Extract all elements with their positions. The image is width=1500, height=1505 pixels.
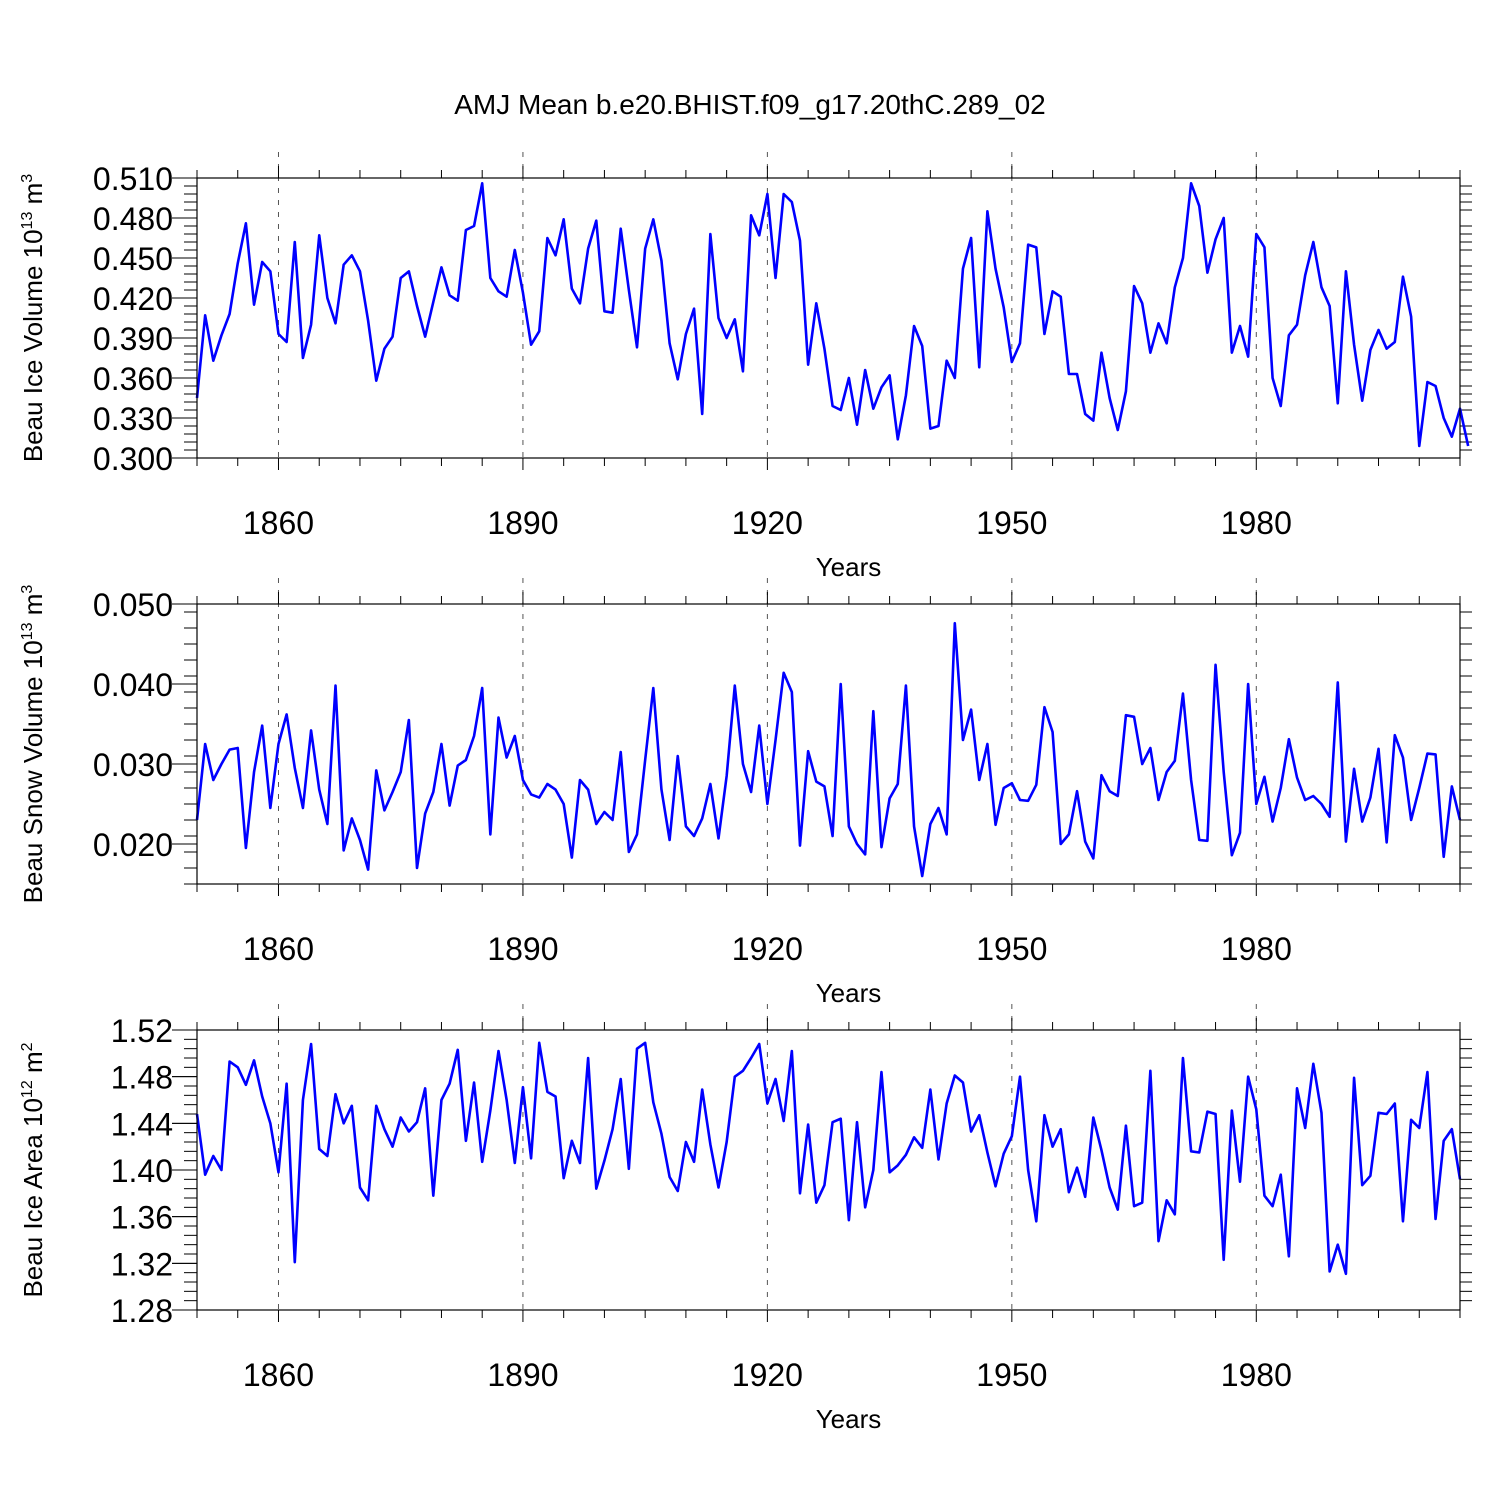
chart-panel-3: 1.28 1.32 1.36 1.40 1.44 1.48 1.52 1860 1890 1920… bbox=[18, 1004, 1472, 1434]
x-tick-label: 1920 bbox=[732, 1357, 803, 1393]
y-tick-label: 1.48 bbox=[111, 1060, 173, 1096]
series-line bbox=[195, 621, 1462, 878]
x-tick-label: 1920 bbox=[732, 931, 803, 967]
plot-frame bbox=[196, 603, 1461, 885]
x-tick-label: 1890 bbox=[487, 1357, 558, 1393]
y-tick-label: 1.28 bbox=[111, 1293, 173, 1329]
series-line bbox=[195, 1041, 1462, 1276]
x-tick-label: 1980 bbox=[1221, 1357, 1292, 1393]
x-tick-label: 1860 bbox=[243, 1357, 314, 1393]
panels: 0.300 0.330 0.360 0.390 0.420 0.450 0.480 0.510… bbox=[18, 152, 1472, 1434]
y-tick-label: 1.52 bbox=[111, 1013, 173, 1049]
y-tick-label: 1.36 bbox=[111, 1200, 173, 1236]
y-axis-label: Beau Snow Volume 1013 m3 bbox=[18, 585, 48, 904]
y-tick-label: 0.030 bbox=[93, 747, 173, 783]
y-tick-label: 0.510 bbox=[93, 161, 173, 197]
figure-title: AMJ Mean b.e20.BHIST.f09_g17.20thC.289_0… bbox=[454, 89, 1046, 120]
x-tick-label: 1980 bbox=[1221, 505, 1292, 541]
y-tick-label: 0.050 bbox=[93, 587, 173, 623]
y-tick-label: 0.300 bbox=[93, 441, 173, 477]
x-tick-label: 1950 bbox=[976, 1357, 1047, 1393]
y-tick-label: 0.480 bbox=[93, 201, 173, 237]
x-tick-label: 1890 bbox=[487, 505, 558, 541]
x-tick-label: 1890 bbox=[487, 931, 558, 967]
y-tick-label: 0.390 bbox=[93, 321, 173, 357]
x-tick-label: 1980 bbox=[1221, 931, 1292, 967]
y-tick-label: 0.450 bbox=[93, 241, 173, 277]
x-tick-label: 1950 bbox=[976, 505, 1047, 541]
plot-frame bbox=[196, 177, 1461, 459]
y-tick-label: 1.40 bbox=[111, 1153, 173, 1189]
x-tick-label: 1950 bbox=[976, 931, 1047, 967]
y-axis-label: Beau Ice Area 1012 m2 bbox=[18, 1042, 48, 1297]
series-line bbox=[195, 182, 1470, 448]
plot-frame bbox=[196, 1029, 1461, 1311]
y-tick-label: 1.32 bbox=[111, 1246, 173, 1282]
x-axis-label: Years bbox=[816, 1404, 882, 1434]
chart-panel-2: 0.020 0.030 0.040 0.050 1860 1890 1920 1950 1980… bbox=[18, 578, 1472, 1008]
y-tick-label: 0.040 bbox=[93, 667, 173, 703]
x-tick-label: 1860 bbox=[243, 931, 314, 967]
y-tick-label: 1.44 bbox=[111, 1106, 173, 1142]
x-axis-label: Years bbox=[816, 978, 882, 1008]
x-tick-label: 1860 bbox=[243, 505, 314, 541]
x-axis-label: Years bbox=[816, 552, 882, 582]
y-tick-label: 0.020 bbox=[93, 827, 173, 863]
y-tick-label: 0.420 bbox=[93, 281, 173, 317]
y-axis-label: Beau Ice Volume 1013 m3 bbox=[18, 174, 48, 462]
y-tick-label: 0.360 bbox=[93, 361, 173, 397]
x-tick-label: 1920 bbox=[732, 505, 803, 541]
y-tick-label: 0.330 bbox=[93, 401, 173, 437]
chart-panel-1: 0.300 0.330 0.360 0.390 0.420 0.450 0.480 0.510… bbox=[18, 152, 1472, 582]
